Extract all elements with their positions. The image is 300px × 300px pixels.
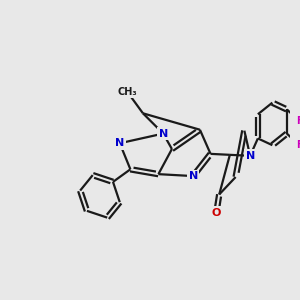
Text: N: N bbox=[188, 171, 198, 181]
Text: F: F bbox=[296, 116, 300, 126]
Text: O: O bbox=[212, 208, 221, 218]
Text: F: F bbox=[296, 140, 300, 150]
Text: CH₃: CH₃ bbox=[118, 87, 137, 97]
Text: N: N bbox=[245, 151, 255, 161]
Text: N: N bbox=[115, 138, 124, 148]
Text: N: N bbox=[159, 129, 168, 139]
